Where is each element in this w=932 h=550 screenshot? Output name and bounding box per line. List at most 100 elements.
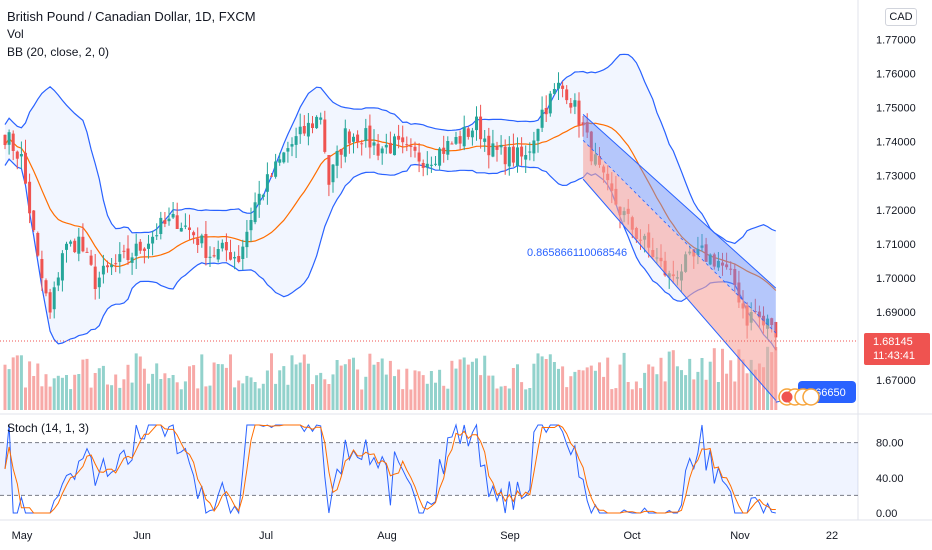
candle-body (446, 141, 450, 155)
candle-body (376, 143, 380, 156)
candle-body (393, 136, 396, 156)
volume-bar (249, 377, 253, 410)
volume-bar (577, 369, 581, 410)
volume-bar (438, 369, 442, 410)
candle-body (278, 159, 282, 163)
volume-bar (454, 368, 458, 410)
time-tick-label: Jul (259, 530, 273, 542)
volume-bar (331, 374, 335, 410)
volume-bar (167, 378, 171, 410)
channel-lower-zone (583, 140, 776, 401)
candle-body (179, 228, 183, 232)
candle-body (417, 152, 421, 162)
currency-badge[interactable]: CAD (885, 8, 917, 26)
volume-bar (536, 353, 540, 410)
volume-bar (557, 368, 560, 410)
bollinger-upper-line (4, 53, 777, 245)
price-pane (0, 0, 858, 410)
candle-body (401, 137, 405, 143)
candle-body (106, 265, 109, 268)
event-markers (778, 388, 820, 406)
volume-bar (44, 374, 48, 410)
candle-body (85, 251, 89, 253)
volume-bar (200, 354, 204, 410)
volume-bar (220, 364, 224, 410)
candle-body (142, 248, 146, 251)
volume-bar (524, 389, 528, 410)
candle-body (241, 246, 245, 259)
volume-bar (405, 368, 409, 410)
volume-bar (532, 363, 536, 410)
volume-bar (561, 366, 565, 410)
bollinger-lower-line (4, 158, 777, 351)
volume-bar (327, 384, 331, 410)
candle-body (130, 257, 134, 263)
volume-bar (495, 388, 499, 410)
candle-body (774, 322, 778, 338)
time-tick-label: Oct (623, 530, 640, 542)
candle-body (356, 134, 360, 142)
candle-body (56, 277, 60, 286)
volume-bar (101, 365, 105, 410)
candle-body (360, 143, 364, 145)
chart-title: British Pound / Canadian Dollar, 1D, FXC… (7, 9, 256, 24)
volume-bar (429, 371, 433, 410)
candle-body (159, 217, 163, 234)
candle-body (557, 82, 560, 89)
volume-bar (540, 356, 544, 410)
candle-body (97, 277, 101, 288)
volume-bar (294, 364, 298, 410)
volume-bar (69, 389, 73, 410)
candle-body (220, 242, 224, 249)
volume-bar (651, 366, 655, 410)
candle-body (89, 255, 93, 265)
channel-bottom-line (582, 178, 777, 401)
volume-bar (585, 367, 589, 410)
volume-bar (241, 383, 245, 410)
candle-body (249, 220, 253, 231)
candle-body (294, 136, 298, 145)
volume-bar (380, 358, 384, 410)
volume-bar (89, 387, 93, 410)
candle-body (536, 128, 540, 141)
volume-bar (253, 382, 257, 410)
candle-body (175, 215, 179, 229)
candle-body (573, 100, 577, 107)
volume-bar (626, 382, 630, 410)
volume-bar (479, 375, 483, 410)
candle-body (196, 238, 200, 245)
volume-bar (175, 382, 179, 410)
volume-bar (138, 356, 142, 410)
volume-bar (401, 389, 405, 410)
candle-body (413, 146, 417, 151)
volume-bar (716, 382, 720, 410)
volume-bar (151, 373, 155, 410)
volume-bar (65, 375, 68, 410)
volume-bar (622, 352, 626, 410)
volume-bar (602, 376, 606, 410)
candle-body (233, 257, 237, 259)
candle-body (475, 116, 478, 131)
volume-bar (270, 353, 273, 410)
volume-bar (261, 383, 265, 410)
candle-body (495, 146, 499, 150)
volume-bar (28, 361, 32, 410)
candle-body (171, 214, 175, 218)
volume-bar (224, 367, 228, 410)
price-tick-label: 1.72000 (876, 205, 916, 217)
stoch-d-line (4, 424, 776, 514)
candle-body (77, 236, 81, 254)
volume-bar (183, 381, 187, 410)
candle-body (183, 225, 187, 227)
volume-bar (643, 372, 647, 410)
volume-bar (466, 364, 470, 410)
volume-bar (581, 370, 585, 410)
volume-bar (118, 387, 122, 410)
candle-body (265, 174, 269, 192)
volume-bar (11, 357, 15, 410)
volume-bar (97, 368, 101, 410)
candle-body (569, 103, 573, 108)
volume-bar (368, 353, 372, 410)
volume-bar (425, 383, 429, 410)
